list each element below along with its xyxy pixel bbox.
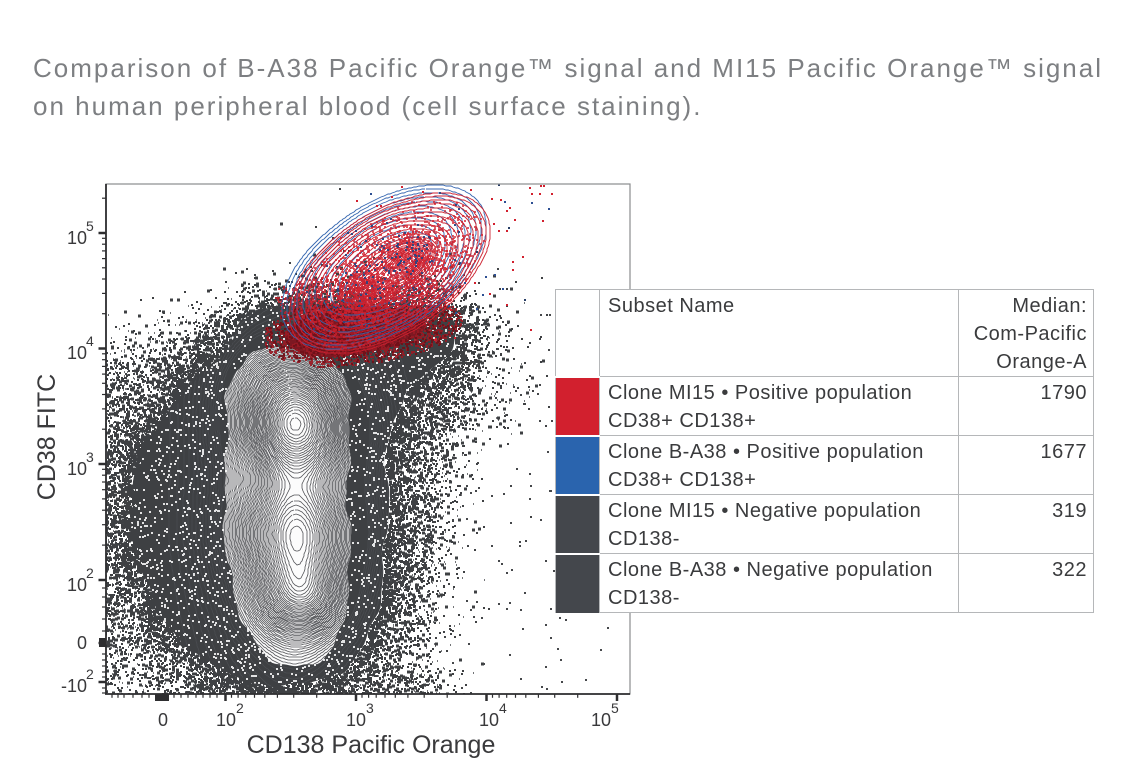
svg-text:CD38 FITC: CD38 FITC <box>33 374 61 500</box>
svg-text:10: 10 <box>67 228 87 248</box>
svg-text:CD138 Pacific Orange: CD138 Pacific Orange <box>247 731 496 759</box>
svg-text:10: 10 <box>216 710 236 730</box>
svg-text:4: 4 <box>499 700 507 716</box>
svg-text:2: 2 <box>86 565 94 581</box>
svg-text:10: 10 <box>67 459 87 479</box>
svg-text:2: 2 <box>86 666 94 682</box>
svg-text:0: 0 <box>77 633 87 653</box>
svg-text:2: 2 <box>236 700 244 716</box>
svg-text:10: 10 <box>479 710 499 730</box>
svg-text:0: 0 <box>158 710 168 730</box>
svg-text:3: 3 <box>366 700 374 716</box>
svg-text:5: 5 <box>611 700 619 716</box>
svg-text:10: 10 <box>67 343 87 363</box>
svg-text:4: 4 <box>86 333 94 349</box>
svg-text:-10: -10 <box>61 676 87 696</box>
svg-text:10: 10 <box>346 710 366 730</box>
svg-text:5: 5 <box>86 218 94 234</box>
svg-text:10: 10 <box>591 710 611 730</box>
svg-text:3: 3 <box>86 449 94 465</box>
svg-text:10: 10 <box>67 575 87 595</box>
